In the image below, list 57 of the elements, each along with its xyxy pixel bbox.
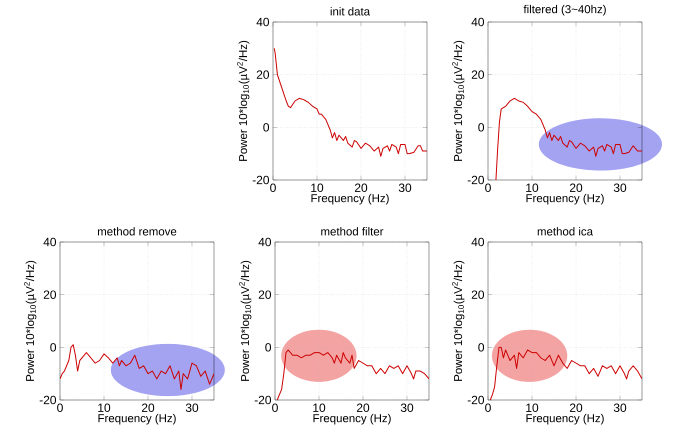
- x-axis-title: Frequency (Hz): [311, 194, 389, 204]
- line-series: [495, 98, 642, 180]
- x-axis-title: Frequency (Hz): [313, 414, 391, 424]
- x-tick-label: 10: [313, 404, 326, 412]
- x-tick-label: 0: [57, 404, 63, 412]
- y-tick-label: -20: [252, 176, 270, 184]
- y-tick-label: 40: [43, 238, 56, 246]
- line-series: [490, 346, 642, 400]
- chart-title: method ica: [538, 227, 594, 236]
- y-tick-label: 0: [478, 123, 484, 132]
- x-axis-title: Frequency (Hz): [98, 414, 176, 424]
- x-tick-label: 0: [485, 404, 491, 412]
- chart-title: method filter: [321, 227, 384, 236]
- y-axis-title: Power 10*log$_{10}$(µV$^{2}$/Hz): [452, 260, 464, 381]
- x-tick-label: 30: [186, 404, 198, 412]
- y-tick-label: 20: [472, 70, 484, 79]
- y-tick-label: 20: [258, 290, 272, 299]
- x-axis-title: Frequency (Hz): [526, 414, 604, 424]
- chart-title: init data: [330, 7, 370, 16]
- y-tick-label: -20: [468, 176, 484, 184]
- x-tick-label: 10: [311, 184, 324, 192]
- y-tick-label: -20: [40, 396, 56, 404]
- x-tick-label: 20: [356, 404, 370, 412]
- y-tick-label: 0: [263, 123, 270, 132]
- y-tick-label: 40: [258, 238, 272, 246]
- y-tick-label: 0: [50, 343, 56, 352]
- y-tick-label: 20: [44, 290, 56, 299]
- y-tick-label: 20: [472, 290, 484, 299]
- chart-title: filtered (3~40hz): [524, 4, 606, 16]
- x-tick-label: 30: [614, 184, 626, 192]
- x-tick-label: 10: [526, 404, 538, 412]
- chart-title: method remove: [98, 227, 176, 236]
- y-tick-label: 0: [478, 343, 484, 352]
- x-axis-title: Frequency (Hz): [526, 194, 604, 204]
- y-tick-label: 40: [471, 238, 484, 246]
- y-tick-label: -20: [468, 396, 484, 404]
- x-tick-label: 10: [526, 184, 538, 192]
- x-tick-label: 20: [570, 404, 582, 412]
- x-tick-label: 20: [570, 184, 582, 192]
- x-tick-label: 30: [398, 184, 412, 192]
- y-tick-label: -20: [254, 396, 272, 404]
- x-tick-label: 30: [614, 404, 626, 412]
- x-tick-label: 10: [98, 404, 110, 412]
- y-axis-title: Power 10*log$_{10}$(µV$^{2}$/Hz): [237, 40, 250, 161]
- y-axis-title: Power 10*log$_{10}$(µV$^{2}$/Hz): [452, 40, 464, 161]
- x-tick-label: 30: [400, 404, 414, 412]
- y-tick-label: 40: [256, 18, 270, 26]
- y-axis-title: Power 10*log$_{10}$(µV$^{2}$/Hz): [239, 260, 252, 381]
- x-tick-label: 0: [485, 184, 491, 192]
- x-tick-label: 0: [272, 404, 278, 412]
- y-tick-label: 0: [265, 343, 272, 352]
- y-axis-title: Power 10*log$_{10}$(µV$^{2}$/Hz): [24, 260, 36, 381]
- x-tick-label: 20: [142, 404, 154, 412]
- y-tick-label: 20: [256, 70, 270, 79]
- line-series: [274, 48, 427, 157]
- y-tick-label: 40: [471, 18, 484, 26]
- x-tick-label: 20: [354, 184, 368, 192]
